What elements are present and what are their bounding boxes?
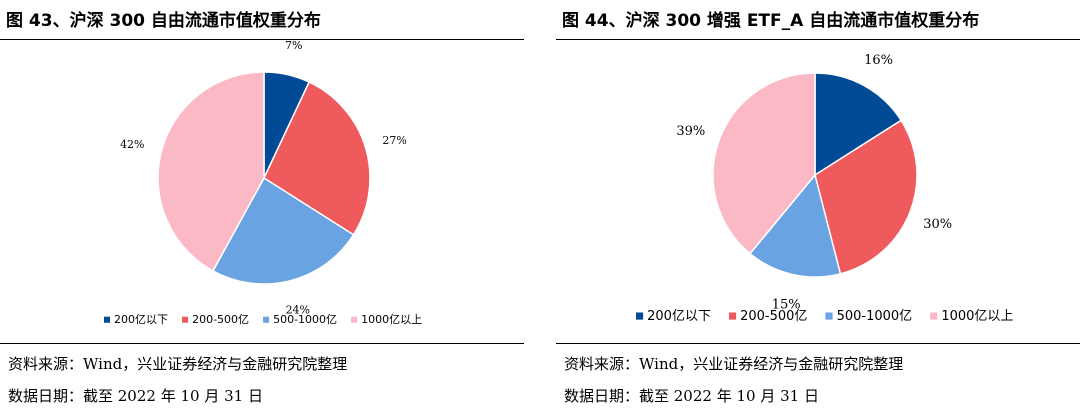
figure-44-panel: 图 44、沪深 300 增强 ETF_A 自由流通市值权重分布 16% 30% 15…: [556, 0, 1080, 408]
pie-chart-44: 16% 30% 15% 39% 200亿以下 200-500亿 500-1000亿 1000亿…: [636, 53, 1013, 324]
pie-slice: [211, 176, 355, 285]
slice-percent-label: 24%: [286, 304, 310, 317]
figure-title: 图 44、沪深 300 增强 ETF_A 自由流通市值权重分布: [562, 11, 980, 31]
legend-swatch: [104, 316, 111, 323]
date-note: 数据日期：截至 2022 年 10 月 31 日: [564, 387, 819, 405]
legend-swatch: [825, 312, 833, 320]
legend-swatch: [182, 316, 189, 323]
title-rule: [556, 39, 1080, 40]
legend-label: 500-1000亿: [273, 313, 337, 326]
pie-slice: [814, 119, 918, 275]
source-rule: [0, 343, 524, 344]
source-rule: [556, 343, 1080, 344]
pie-slice: [814, 72, 903, 177]
legend-swatch: [636, 312, 644, 320]
pie-slice: [157, 71, 265, 272]
slice-percent-label: 39%: [676, 124, 705, 139]
slice-percent-label: 30%: [923, 217, 952, 232]
legend-swatch: [728, 312, 737, 320]
legend-label: 200亿以下: [114, 313, 168, 326]
slice-percent-label: 42%: [120, 138, 144, 151]
slice-percent-label: 15%: [772, 297, 801, 312]
pie-slice: [748, 173, 842, 278]
legend-label: 1000亿以上: [941, 309, 1013, 324]
legend-label: 200-500亿: [740, 309, 807, 324]
legend-swatch: [351, 316, 358, 323]
pie-slice: [712, 72, 816, 255]
figure-43-panel: 图 43、沪深 300 自由流通市值权重分布 7% 27% 24% 42% 200亿以下…: [0, 0, 524, 408]
pie-chart-43: 7% 27% 24% 42% 200亿以下 200-500亿 500-1000亿 1000亿以…: [104, 40, 422, 326]
slice-percent-label: 16%: [864, 53, 893, 68]
figure-title: 图 43、沪深 300 自由流通市值权重分布: [6, 11, 321, 31]
source-note: 资料来源：Wind，兴业证券经济与金融研究院整理: [8, 355, 348, 373]
date-note: 数据日期：截至 2022 年 10 月 31 日: [8, 387, 263, 405]
title-rule: [0, 39, 524, 40]
legend-swatch: [930, 312, 938, 320]
legend-label: 200亿以下: [647, 309, 711, 324]
legend-label: 500-1000亿: [837, 309, 913, 324]
legend-swatch: [263, 316, 270, 323]
legend-label: 200-500亿: [192, 313, 249, 326]
legend-label: 1000亿以上: [361, 313, 422, 326]
pie-slice: [263, 81, 371, 236]
source-note: 资料来源：Wind，兴业证券经济与金融研究院整理: [564, 355, 904, 373]
slice-percent-label: 27%: [382, 134, 406, 147]
slice-percent-label: 7%: [285, 40, 302, 52]
